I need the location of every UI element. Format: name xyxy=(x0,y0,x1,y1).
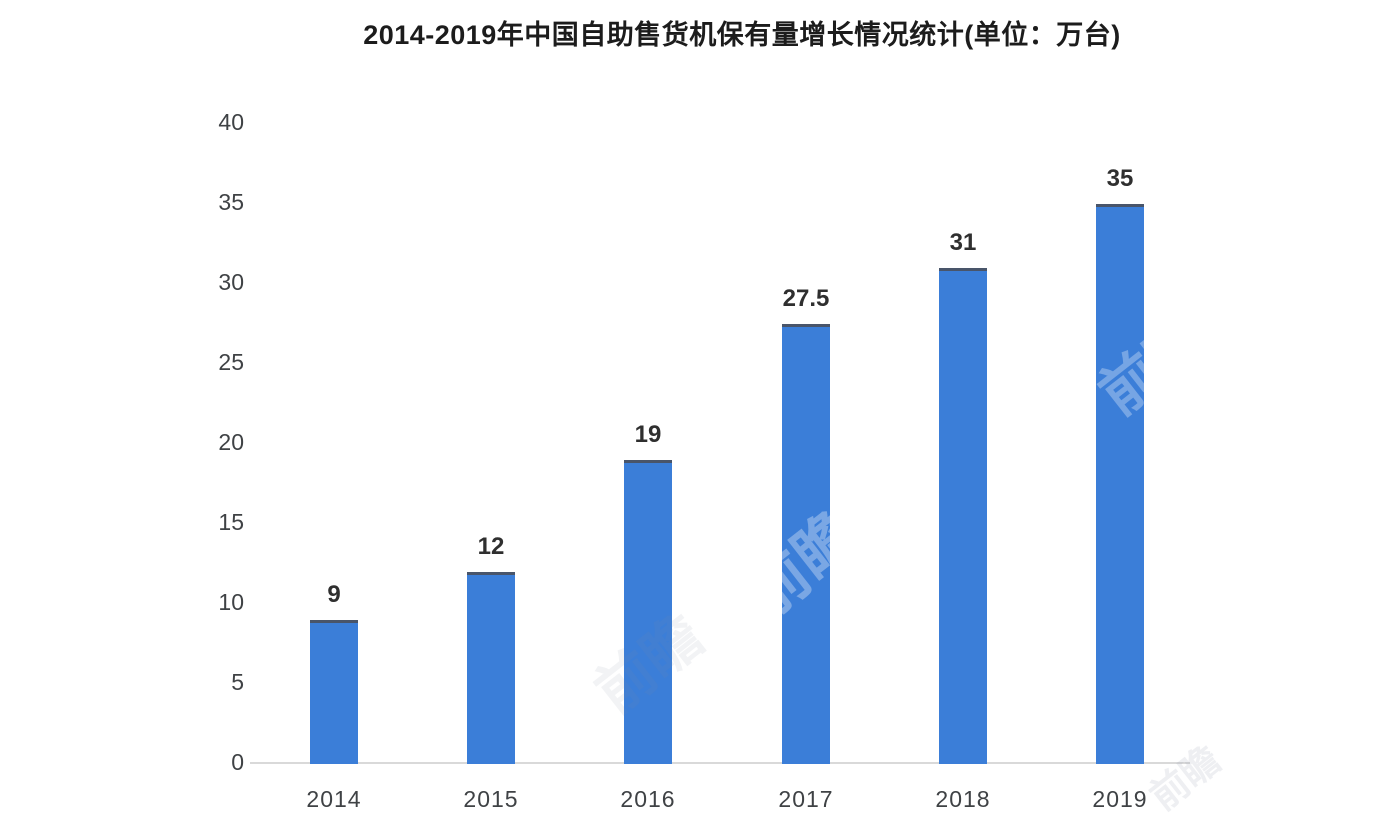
bar-value-label: 12 xyxy=(477,533,505,560)
x-axis-tick-label: 2017 xyxy=(778,786,834,812)
x-axis-tick-label: 2016 xyxy=(620,786,676,812)
bar-2018 xyxy=(939,268,987,764)
bar-2019 xyxy=(1096,204,1144,764)
bar-value-label: 19 xyxy=(634,421,662,448)
bar-value-label: 31 xyxy=(949,229,977,256)
x-axis-tick-label: 2015 xyxy=(463,786,519,812)
y-axis-tick-label: 10 xyxy=(218,589,244,615)
y-axis-tick-label: 30 xyxy=(218,269,244,295)
x-axis-tick-label: 2018 xyxy=(935,786,991,812)
y-axis-tick-label: 35 xyxy=(218,189,244,215)
bar-value-label: 35 xyxy=(1106,165,1134,192)
y-axis-tick-label: 5 xyxy=(231,669,244,695)
bar-value-label: 27.5 xyxy=(782,285,830,312)
y-axis-tick-label: 15 xyxy=(218,509,244,535)
y-axis-tick-label: 40 xyxy=(218,109,244,135)
chart-title: 2014-2019年中国自助售货机保有量增长情况统计(单位：万台) xyxy=(363,20,1121,50)
x-axis-tick-label: 2014 xyxy=(306,786,362,812)
y-axis-tick-label: 20 xyxy=(218,429,244,455)
bar-2016 xyxy=(624,460,672,764)
bar-value-label: 9 xyxy=(327,581,341,608)
bar-2014 xyxy=(310,620,358,764)
y-axis-tick-label: 0 xyxy=(231,749,244,775)
bar-2017 xyxy=(782,324,830,764)
x-axis-tick-label: 2019 xyxy=(1092,786,1148,812)
x-axis-baseline xyxy=(250,762,1190,764)
y-axis-tick-label: 25 xyxy=(218,349,244,375)
bar-2015 xyxy=(467,572,515,764)
